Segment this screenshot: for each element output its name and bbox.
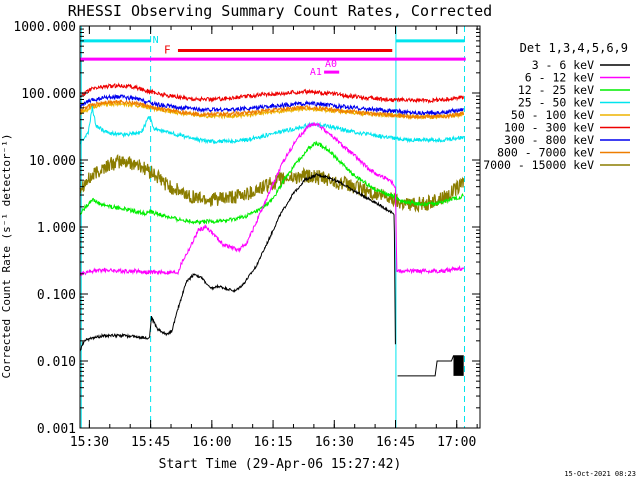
series-line-300-800-keV — [79, 93, 464, 116]
x-axis-label: Start Time (29-Apr-06 15:27:42) — [159, 457, 402, 472]
x-tick-label: 16:15 — [253, 435, 292, 450]
y-axis-label: Corrected Count Rate (s⁻¹ detector⁻¹) — [0, 133, 13, 378]
legend-label-3-6-keV: 3 - 6 keV — [532, 58, 594, 72]
legend-label-25-50-keV: 25 - 50 keV — [518, 96, 594, 110]
generated-timestamp: 15-Oct-2021 08:23 — [564, 470, 636, 478]
axes: 0.001 0.010 0.100 1.000 10.000 100.000 1000.00… — [13, 20, 481, 450]
legend-label-7000-15000-keV: 7000 - 15000 keV — [483, 158, 594, 172]
chart-title: RHESSI Observing Summary Count Rates, Co… — [68, 2, 492, 20]
series-block-3-6-keV — [453, 355, 464, 376]
x-tick-label: 15:30 — [70, 435, 109, 450]
y-tick-label: 0.001 — [37, 422, 76, 437]
legend-label-12-25-keV: 12 - 25 keV — [518, 83, 594, 97]
plot-frame — [79, 25, 481, 429]
legend-label-50-100-keV: 50 - 100 keV — [511, 108, 594, 122]
y-tick-label: 10.000 — [29, 154, 76, 169]
x-tick-label: 16:00 — [192, 435, 231, 450]
legend-label-800-7000-keV: 800 - 7000 keV — [497, 146, 594, 160]
legend-label-100-300-keV: 100 - 300 keV — [504, 121, 594, 135]
series-line-7000-15000-keV — [79, 153, 465, 214]
series-line-800-7000-keV — [79, 99, 464, 120]
x-tick-label: 15:45 — [131, 435, 170, 450]
legend-label-6-12-keV: 6 - 12 keV — [525, 71, 594, 85]
flare-label: F — [164, 44, 171, 57]
series-line-12-25-keV — [79, 140, 464, 226]
x-tick-label: 16:45 — [376, 435, 415, 450]
series-line-3-6-keV — [79, 173, 396, 352]
y-tick-label: 0.010 — [37, 355, 76, 370]
y-tick-label: 0.100 — [37, 288, 76, 303]
x-tick-label: 16:30 — [315, 435, 354, 450]
legend-title: Det 1,3,4,5,6,9 — [520, 41, 628, 55]
attenuator-label-a0: A0 — [325, 59, 337, 70]
legend-label-300-800-keV: 300 - 800 keV — [504, 133, 594, 147]
night-flag-label: N — [153, 35, 159, 46]
y-tick-label: 1000.000 — [13, 20, 76, 35]
y-tick-label: 1.000 — [37, 221, 76, 236]
series-line-25-50-keV — [79, 105, 464, 145]
y-tick-label: 100.000 — [21, 87, 76, 102]
x-tick-label: 17:00 — [437, 435, 476, 450]
series-line-100-300-keV — [79, 82, 464, 105]
series-line-6-12-keV — [79, 122, 464, 276]
attenuator-label-a1: A1 — [310, 67, 322, 78]
